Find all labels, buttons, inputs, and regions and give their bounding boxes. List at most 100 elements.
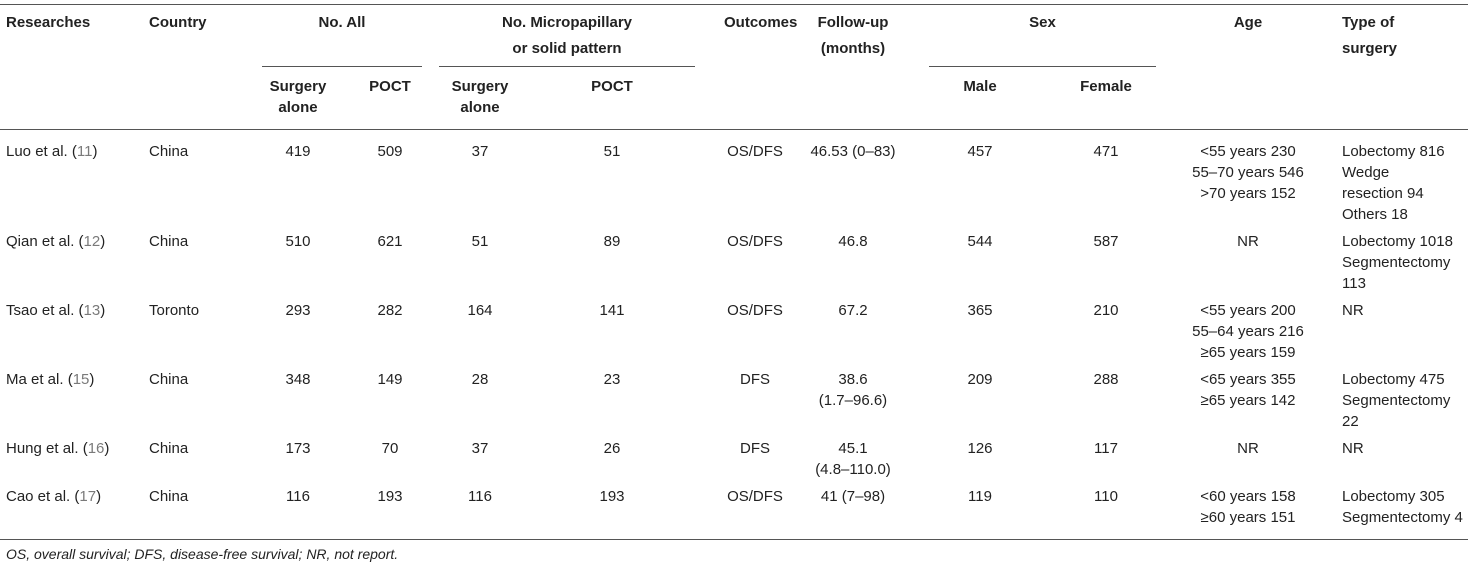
female-cell: 117 [1094, 440, 1118, 457]
header-type-of-surgery-1: Type of [1342, 14, 1395, 31]
male-cell: 209 [967, 371, 993, 388]
header-micro-surgery-alone-2: alone [460, 99, 500, 116]
country-cell: China [149, 440, 189, 457]
follow-up-cell: (4.8–110.0) [815, 461, 891, 478]
surgery-type-cell: Others 18 [1342, 206, 1408, 223]
author-cell: Luo et al. (11) [6, 141, 97, 162]
outcomes-cell: OS/DFS [727, 143, 783, 160]
age-cell: <55 years 230 [1200, 143, 1296, 160]
age-cell: NR [1237, 440, 1259, 457]
author-name: Cao et al. ( [6, 488, 80, 505]
age-cell: <65 years 355 [1200, 371, 1296, 388]
author-paren: ) [92, 143, 98, 160]
surgery-type-cell: Segmentectomy [1342, 392, 1451, 409]
surgery-type-cell: 113 [1342, 275, 1366, 292]
female-cell: 587 [1093, 233, 1119, 250]
author-name: Tsao et al. ( [6, 302, 84, 319]
micro-surgery-cell: 116 [468, 488, 492, 505]
country-cell: China [149, 371, 189, 388]
header-follow-up-1: Follow-up [817, 14, 889, 31]
follow-up-cell: (1.7–96.6) [818, 392, 888, 409]
age-cell: ≥65 years 142 [1200, 392, 1296, 409]
author-name: Qian et al. ( [6, 233, 84, 250]
all-surgery-cell: 419 [285, 143, 311, 160]
header-researches: Researches [6, 14, 91, 31]
female-cell: 471 [1093, 143, 1119, 160]
header-sex: Sex [1029, 14, 1056, 31]
header-micropapillary-1: No. Micropapillary [501, 14, 633, 31]
outcomes-cell: DFS [740, 371, 770, 388]
micro-poct-cell: 23 [603, 371, 621, 388]
reference-link[interactable]: 15 [72, 371, 90, 388]
all-poct-cell: 509 [377, 143, 403, 160]
micro-surgery-cell: 51 [471, 233, 489, 250]
micro-underline [439, 66, 695, 67]
all-poct-cell: 282 [377, 302, 403, 319]
age-cell: 55–70 years 546 [1192, 164, 1304, 181]
age-cell: ≥60 years 151 [1200, 509, 1296, 526]
author-name: Ma et al. ( [6, 371, 73, 388]
reference-link[interactable]: 12 [83, 233, 101, 250]
author-cell: Ma et al. (15) [6, 369, 94, 390]
reference-link[interactable]: 16 [87, 440, 105, 457]
reference-link[interactable]: 13 [83, 302, 101, 319]
header-all-surgery-alone-1: Surgery [269, 78, 327, 95]
micro-poct-cell: 26 [603, 440, 621, 457]
follow-up-cell: 41 (7–98) [820, 488, 886, 505]
surgery-type-cell: Lobectomy 1018 [1342, 233, 1453, 250]
header-micro-poct: POCT [591, 78, 633, 95]
author-cell: Hung et al. (16) [6, 438, 109, 459]
female-cell: 210 [1093, 302, 1119, 319]
header-micropapillary-2: or solid pattern [512, 40, 622, 57]
micro-surgery-cell: 28 [471, 371, 489, 388]
header-age: Age [1233, 14, 1263, 31]
outcomes-cell: OS/DFS [727, 488, 783, 505]
all-surgery-cell: 293 [285, 302, 311, 319]
surgery-type-cell: Lobectomy 816 [1342, 143, 1445, 160]
author-paren: ) [89, 371, 95, 388]
header-type-of-surgery-2: surgery [1342, 40, 1398, 57]
header-follow-up-2: (months) [820, 40, 886, 57]
author-cell: Qian et al. (12) [6, 231, 105, 252]
country-cell: China [149, 233, 189, 250]
micro-poct-cell: 51 [603, 143, 621, 160]
male-cell: 457 [967, 143, 993, 160]
author-name: Luo et al. ( [6, 143, 77, 160]
age-cell: <55 years 200 [1200, 302, 1296, 319]
micro-surgery-cell: 37 [471, 143, 489, 160]
country-cell: Toronto [149, 302, 200, 319]
male-cell: 365 [967, 302, 993, 319]
male-cell: 119 [968, 488, 992, 505]
female-cell: 110 [1094, 488, 1118, 505]
author-paren: ) [100, 233, 106, 250]
micro-poct-cell: 193 [599, 488, 625, 505]
author-cell: Cao et al. (17) [6, 486, 101, 507]
age-cell: 55–64 years 216 [1192, 323, 1304, 340]
male-cell: 126 [967, 440, 993, 457]
surgery-type-cell: Lobectomy 305 [1342, 488, 1445, 505]
header-country: Country [149, 14, 207, 31]
surgery-type-cell: Wedge [1342, 164, 1390, 181]
follow-up-cell: 46.8 [838, 233, 868, 250]
header-female: Female [1080, 78, 1132, 95]
author-paren: ) [104, 440, 110, 457]
header-all-surgery-alone-2: alone [278, 99, 318, 116]
all-surgery-cell: 116 [286, 488, 310, 505]
surgery-type-cell: NR [1342, 440, 1364, 457]
reference-link[interactable]: 17 [79, 488, 97, 505]
bottom-rule [0, 539, 1468, 540]
outcomes-cell: OS/DFS [727, 302, 783, 319]
all-poct-cell: 621 [377, 233, 403, 250]
no-all-underline [262, 66, 422, 67]
country-cell: China [149, 488, 189, 505]
outcomes-cell: OS/DFS [727, 233, 783, 250]
header-all-poct: POCT [369, 78, 411, 95]
author-name: Hung et al. ( [6, 440, 88, 457]
all-poct-cell: 193 [377, 488, 403, 505]
header-male: Male [963, 78, 997, 95]
reference-link[interactable]: 11 [76, 143, 93, 160]
age-cell: NR [1237, 233, 1259, 250]
micro-surgery-cell: 164 [467, 302, 493, 319]
age-cell: >70 years 152 [1200, 185, 1296, 202]
surgery-type-cell: Segmentectomy [1342, 254, 1451, 271]
